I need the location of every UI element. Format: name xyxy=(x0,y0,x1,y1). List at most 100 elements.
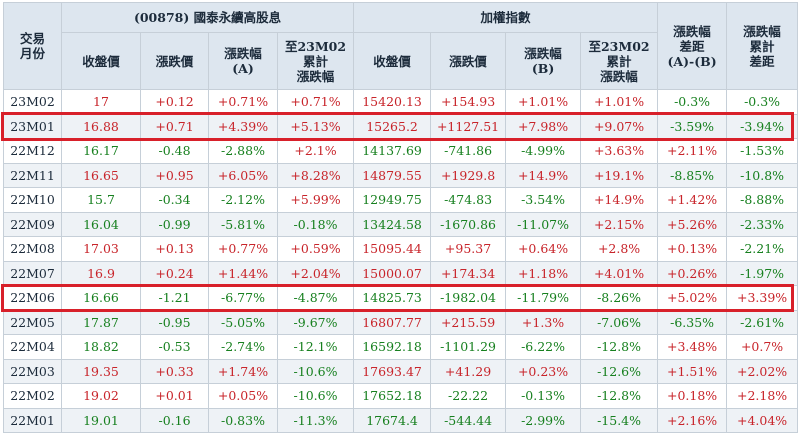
etf-change-cell: -0.48 xyxy=(140,138,209,164)
diff-cell: -8.85% xyxy=(657,162,728,188)
index-pct-cell: +7.98% xyxy=(505,113,582,139)
month-cell: 22M06 xyxy=(3,285,62,311)
table-row: 22M08 17.03 +0.13 +0.77% +0.59% 15095.44 +95.3… xyxy=(3,236,799,262)
table-row: 22M04 18.82 -0.53 -2.74% -12.1% 16592.18 -1101… xyxy=(3,334,799,360)
diff-cell: +2.16% xyxy=(657,407,728,433)
diff-cell: +3.48% xyxy=(657,334,728,360)
etf-close-cell: 17.87 xyxy=(61,309,141,335)
etf-close-cell: 18.82 xyxy=(61,334,141,360)
index-close-cell: 15000.07 xyxy=(353,260,432,286)
index-close-cell: 13424.58 xyxy=(353,211,432,237)
index-change-cell: -741.86 xyxy=(430,138,507,164)
etf-pct-cell: +1.74% xyxy=(208,358,278,384)
etf-close-cell: 17.03 xyxy=(61,236,141,262)
cum-diff-cell: -8.88% xyxy=(726,187,799,213)
etf-change-cell: +0.95 xyxy=(140,162,209,188)
etf-change-cell: -0.99 xyxy=(140,211,209,237)
etf-pct-cell: -5.05% xyxy=(208,309,278,335)
cum-diff-cell: +3.39% xyxy=(726,285,799,311)
etf-close-header: 收盤價 xyxy=(61,32,141,90)
diff-cell: +1.51% xyxy=(657,358,728,384)
index-cum-cell: -12.8% xyxy=(580,383,659,409)
month-cell: 22M03 xyxy=(3,358,62,384)
cum-diff-cell: -2.21% xyxy=(726,236,799,262)
index-close-cell: 15095.44 xyxy=(353,236,432,262)
etf-pct-cell: -2.12% xyxy=(208,187,278,213)
index-change-cell: +174.34 xyxy=(430,260,507,286)
etf-pct-cell: +0.77% xyxy=(208,236,278,262)
table-row: 22M09 16.04 -0.99 -5.81% -0.18% 13424.58 -1670… xyxy=(3,211,799,237)
index-cum-cell: +3.63% xyxy=(580,138,659,164)
etf-change-header: 漲跌價 xyxy=(140,32,209,90)
etf-change-cell: -0.53 xyxy=(140,334,209,360)
index-change-cell: -1670.86 xyxy=(430,211,507,237)
etf-change-cell: -0.95 xyxy=(140,309,209,335)
diff-cell: -6.35% xyxy=(657,309,728,335)
etf-cum-cell: +0.71% xyxy=(276,89,355,115)
month-cell: 22M05 xyxy=(3,309,62,335)
table-row: 22M05 17.87 -0.95 -5.05% -9.67% 16807.77 +215.… xyxy=(3,309,799,335)
index-cum-cell: -8.26% xyxy=(580,285,659,311)
etf-cum-cell: -12.1% xyxy=(276,334,355,360)
table-row: 22M07 16.9 +0.24 +1.44% +2.04% 15000.07 +174.3… xyxy=(3,260,799,286)
etf-cum-cell: +5.99% xyxy=(276,187,355,213)
etf-cum-cell: +8.28% xyxy=(276,162,355,188)
etf-cum-header: 至23M02 累計 漲跌幅 xyxy=(276,32,355,90)
cum-diff-cell: +2.02% xyxy=(726,358,799,384)
etf-pct-cell: -6.77% xyxy=(208,285,278,311)
etf-close-cell: 16.17 xyxy=(61,138,141,164)
etf-cum-cell: -0.18% xyxy=(276,211,355,237)
cum-diff-cell: -3.94% xyxy=(726,113,799,139)
index-cum-cell: -15.4% xyxy=(580,407,659,433)
index-close-cell: 16592.18 xyxy=(353,334,432,360)
month-cell: 22M09 xyxy=(3,211,62,237)
etf-pct-cell: -5.81% xyxy=(208,211,278,237)
etf-change-cell: +0.01 xyxy=(140,383,209,409)
index-cum-cell: +2.15% xyxy=(580,211,659,237)
index-close-cell: 14825.73 xyxy=(353,285,432,311)
index-pct-cell: -4.99% xyxy=(505,138,582,164)
table-row: 22M12 16.17 -0.48 -2.88% +2.1% 14137.69 -741.8… xyxy=(3,138,799,164)
index-change-cell: +1127.51 xyxy=(430,113,507,139)
etf-pct-cell: +1.44% xyxy=(208,260,278,286)
index-change-cell: -544.44 xyxy=(430,407,507,433)
etf-cum-cell: +0.59% xyxy=(276,236,355,262)
index-close-cell: 15420.13 xyxy=(353,89,432,115)
cum-diff-header: 漲跌幅 累計 差距 xyxy=(726,2,799,90)
etf-change-cell: +0.71 xyxy=(140,113,209,139)
month-cell: 22M07 xyxy=(3,260,62,286)
month-cell: 22M11 xyxy=(3,162,62,188)
index-close-cell: 14137.69 xyxy=(353,138,432,164)
etf-close-cell: 19.02 xyxy=(61,383,141,409)
etf-close-cell: 16.88 xyxy=(61,113,141,139)
month-cell: 23M02 xyxy=(3,89,62,115)
etf-cum-cell: -10.6% xyxy=(276,358,355,384)
etf-change-cell: +0.13 xyxy=(140,236,209,262)
index-pct-cell: -2.99% xyxy=(505,407,582,433)
etf-cum-cell: +2.04% xyxy=(276,260,355,286)
etf-close-cell: 19.35 xyxy=(61,358,141,384)
index-close-cell: 17674.4 xyxy=(353,407,432,433)
index-cum-header: 至23M02 累計 漲跌幅 xyxy=(580,32,659,90)
month-cell: 22M08 xyxy=(3,236,62,262)
index-pct-cell: -11.79% xyxy=(505,285,582,311)
etf-pct-cell: -2.88% xyxy=(208,138,278,164)
diff-cell: +5.26% xyxy=(657,211,728,237)
index-change-cell: -474.83 xyxy=(430,187,507,213)
index-pct-cell: -6.22% xyxy=(505,334,582,360)
table-row: 23M01 16.88 +0.71 +4.39% +5.13% 15265.2 +1127.… xyxy=(3,113,799,139)
etf-close-cell: 19.01 xyxy=(61,407,141,433)
index-cum-cell: +19.1% xyxy=(580,162,659,188)
index-cum-cell: +14.9% xyxy=(580,187,659,213)
index-close-cell: 17693.47 xyxy=(353,358,432,384)
month-cell: 22M10 xyxy=(3,187,62,213)
etf-change-cell: +0.33 xyxy=(140,358,209,384)
index-close-cell: 16807.77 xyxy=(353,309,432,335)
table-row: 22M06 16.66 -1.21 -6.77% -4.87% 14825.73 -1982… xyxy=(3,285,799,311)
table-row: 22M03 19.35 +0.33 +1.74% -10.6% 17693.47 +41.2… xyxy=(3,358,799,384)
cum-diff-cell: -2.61% xyxy=(726,309,799,335)
etf-pct-cell: +0.71% xyxy=(208,89,278,115)
month-cell: 22M01 xyxy=(3,407,62,433)
etf-pct-cell: -2.74% xyxy=(208,334,278,360)
diff-cell: +2.11% xyxy=(657,138,728,164)
